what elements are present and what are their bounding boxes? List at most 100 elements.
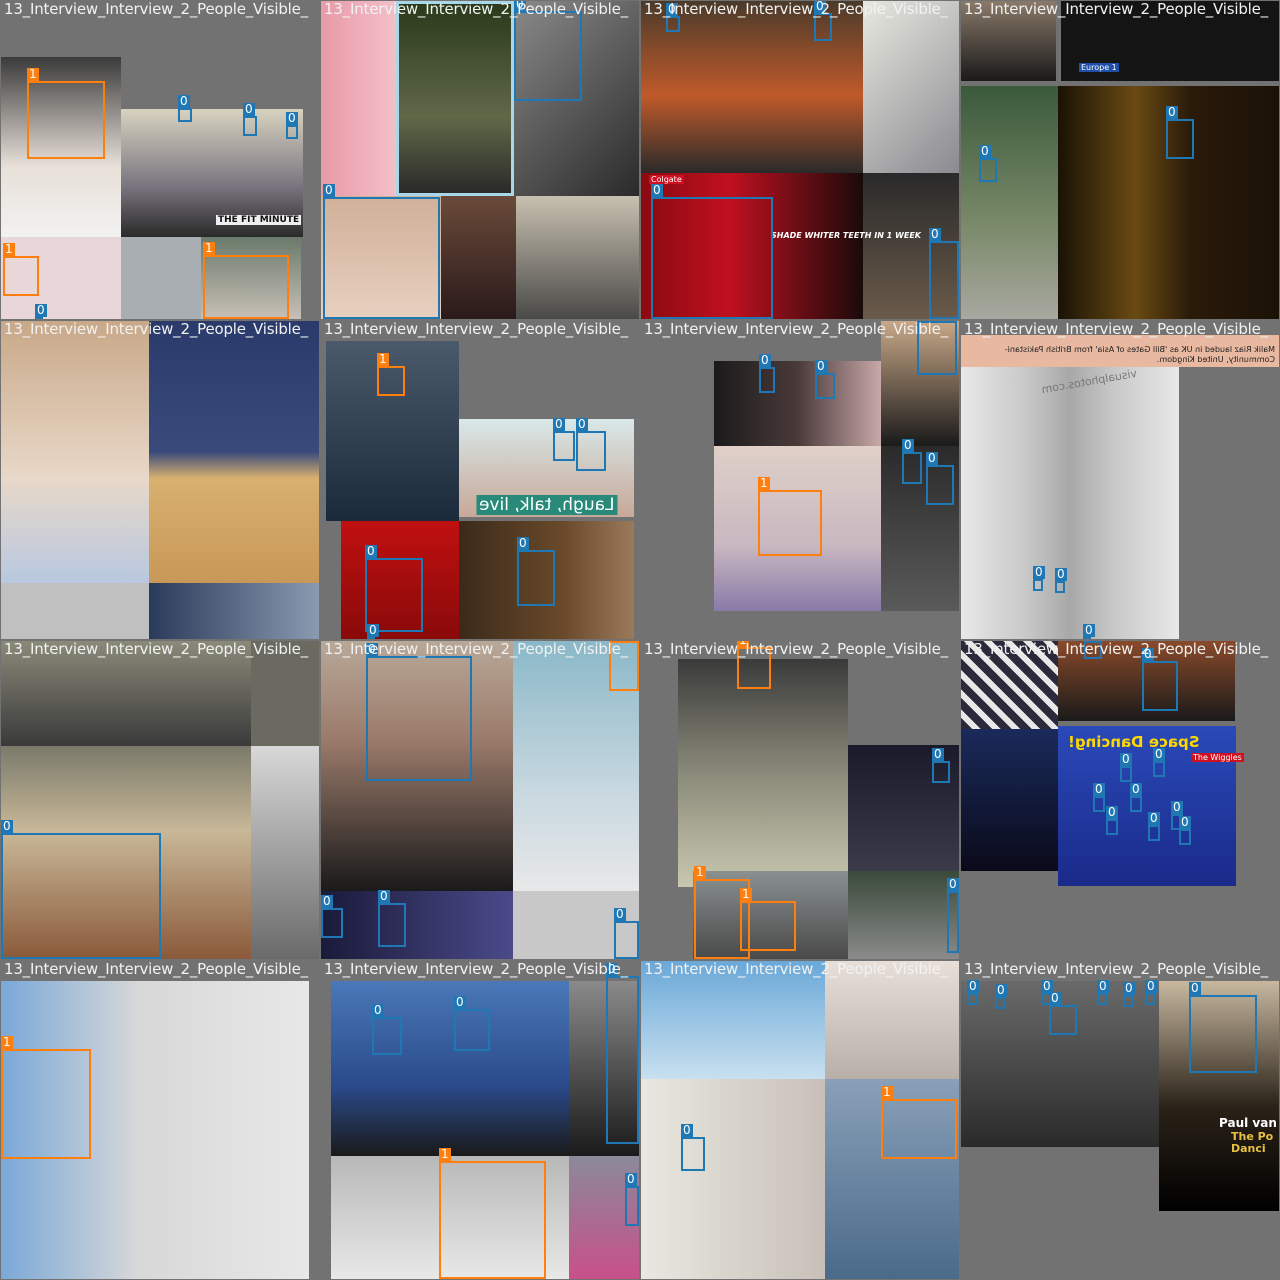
- tile-11: 13_Interview_Interview_2_People_Visible_…: [641, 641, 959, 959]
- bbox-class-0: 0: [1, 820, 161, 959]
- tile-7: 13_Interview_Interview_2_People_Visible_…: [641, 321, 959, 639]
- photo-escalator: [326, 341, 459, 521]
- tile-2: 13_Interview_Interview_2_People_Visible_…: [321, 1, 639, 319]
- bbox-class-1: 1: [439, 1148, 546, 1279]
- photo-interview-pair: [714, 361, 881, 446]
- fit-minute-caption: THE FIT MINUTE: [216, 215, 302, 225]
- tile-4: 13_Interview_Interview_2_People_Visible_…: [961, 1, 1279, 319]
- bbox-class-0: 0: [606, 963, 639, 1144]
- bbox-class-0: 0: [1084, 641, 1102, 659]
- bbox-class-0: 0: [454, 996, 490, 1051]
- bbox-class-1: 1: [377, 353, 405, 396]
- photo-red-woman: [341, 521, 459, 639]
- bbox-class-0: 0: [1130, 783, 1142, 812]
- bbox-class-0: 0: [1106, 806, 1118, 835]
- bbox-class-0: 0: [1123, 982, 1135, 1007]
- photo-news-banner: [961, 335, 1279, 367]
- photo-top-dark: [961, 1, 1056, 81]
- photo-gown: [1058, 86, 1279, 319]
- bbox-class-1: 1: [203, 242, 289, 319]
- tile-title: 13_Interview_Interview_2_People_Visible_: [644, 641, 948, 658]
- bbox-class-0: 0: [1083, 624, 1095, 639]
- photo-flyer: [1, 321, 149, 583]
- bbox-class-0: 0: [995, 984, 1007, 1009]
- photo-album-cover: [1159, 981, 1279, 1211]
- bbox-class-1: 1: [27, 68, 105, 159]
- photo-masked-woman: [1, 57, 121, 239]
- photo-reporters: [1, 641, 251, 746]
- colgate-ad-caption: SHADE WHITER TEETH IN 1 WEEK: [771, 231, 921, 240]
- photo-coat: [251, 641, 319, 746]
- album-artist: Paul van Dy: [1219, 1116, 1279, 1130]
- bbox-class-0: 0: [1145, 980, 1157, 1005]
- bbox-class-0: 0: [1142, 648, 1178, 711]
- bbox-class-0: 0: [323, 184, 440, 319]
- bbox-class-0: 0: [651, 184, 773, 319]
- photo-man-phone: [459, 521, 634, 639]
- bbox-class-0: 0: [576, 418, 606, 471]
- tile-title: 13_Interview_Interview_2_People_Visible_: [644, 961, 948, 978]
- tile-title: 13_Interview_Interview_2_People_Visible_: [964, 1, 1268, 18]
- bbox-class-0: 0: [1093, 783, 1105, 812]
- bbox-class-1: 1: [609, 641, 639, 691]
- bbox-class-0: 0: [1055, 568, 1067, 593]
- photo-gray: [1, 583, 149, 639]
- photo-dark-man: [863, 173, 959, 319]
- bbox-class-0: 0: [1153, 748, 1165, 777]
- bbox-class-0: 0: [929, 228, 959, 319]
- bbox-class-1: 1: [881, 1086, 957, 1159]
- space-dancing-title: Space Dancing!: [1068, 733, 1200, 751]
- photo-park: [961, 86, 1058, 319]
- tile-title: 13_Interview_Interview_2_People_Visible_: [644, 1, 948, 18]
- bbox-class-0: 0: [614, 908, 639, 959]
- photo-pink-wall: [1, 237, 121, 319]
- bbox-class-1: 1: [1, 1036, 91, 1159]
- bbox-class-0: 0: [1049, 992, 1077, 1035]
- tile-title: 13_Interview_Interview_2_People_Visible_: [324, 961, 628, 978]
- bbox-class-0: 0: [517, 537, 555, 606]
- bbox-class-0: 0: [514, 1, 582, 101]
- bbox-class-0: 0: [947, 878, 959, 953]
- bbox-class-0: 0: [902, 439, 922, 484]
- bbox-class-0: 0: [681, 1124, 705, 1171]
- tile-6: 13_Interview_Interview_2_People_Visible_…: [321, 321, 639, 639]
- bbox-class-0: 0: [814, 1, 832, 41]
- tile-15: 13_Interview_Interview_2_People_Visible_…: [641, 961, 959, 1279]
- bbox-class-1: 1: [758, 477, 822, 556]
- tile-16: 13_Interview_Interview_2_People_Visible_…: [961, 961, 1279, 1279]
- photo-un-press: [331, 981, 569, 1156]
- tile-title: 13_Interview_Interview_2_People_Visible_: [324, 1, 628, 18]
- tile-title: 13_Interview_Interview_2_People_Visible_: [644, 321, 948, 338]
- bbox-class-1: 1: [3, 243, 39, 296]
- tile-title: 13_Interview_Interview_2_People_Visible_: [4, 961, 308, 978]
- bbox-class-0: 0: [1033, 566, 1045, 591]
- bbox-class-0: 0: [1097, 980, 1109, 1005]
- bbox-class-0: 0: [625, 1173, 639, 1226]
- tile-5: 13_Interview_Interview_2_People_Visible_: [1, 321, 319, 639]
- tile-3: 13_Interview_Interview_2_People_Visible_…: [641, 1, 959, 319]
- wiggles-logo: The Wiggles: [1191, 753, 1244, 762]
- photo-desk-tray: [678, 659, 848, 887]
- photo-gloves: [641, 961, 825, 1079]
- photo-nurse-machine: [1, 981, 309, 1279]
- photo-cap-man: [1, 746, 251, 959]
- photo-stage: [321, 891, 513, 959]
- bbox-class-0: 0: [1179, 816, 1191, 845]
- photo-surgery: [513, 641, 639, 891]
- photo-dark-hair: [441, 196, 516, 319]
- bbox-class-1: 1: [740, 888, 796, 951]
- bbox-class-0: 0: [932, 748, 950, 783]
- tile-title: 13_Interview_Interview_2_People_Visible_: [964, 961, 1268, 978]
- bbox-class-0: 0: [967, 980, 979, 1005]
- photo-pink-dress: [321, 1, 396, 196]
- photo-blue-blur: [149, 583, 319, 639]
- bbox-class-0: 0: [366, 643, 472, 781]
- photo-dark-fashion: [848, 745, 959, 871]
- photo-corridor: [863, 1, 959, 173]
- tile-title: 13_Interview_Interview_2_People_Visible_: [4, 641, 308, 658]
- tile-12: 13_Interview_Interview_2_People_Visible_…: [961, 641, 1279, 959]
- tile-1: 13_Interview_Interview_2_People_Visible_…: [1, 1, 319, 319]
- bbox-class-0: 0: [1166, 106, 1194, 159]
- bbox-class-1: 1: [694, 866, 750, 959]
